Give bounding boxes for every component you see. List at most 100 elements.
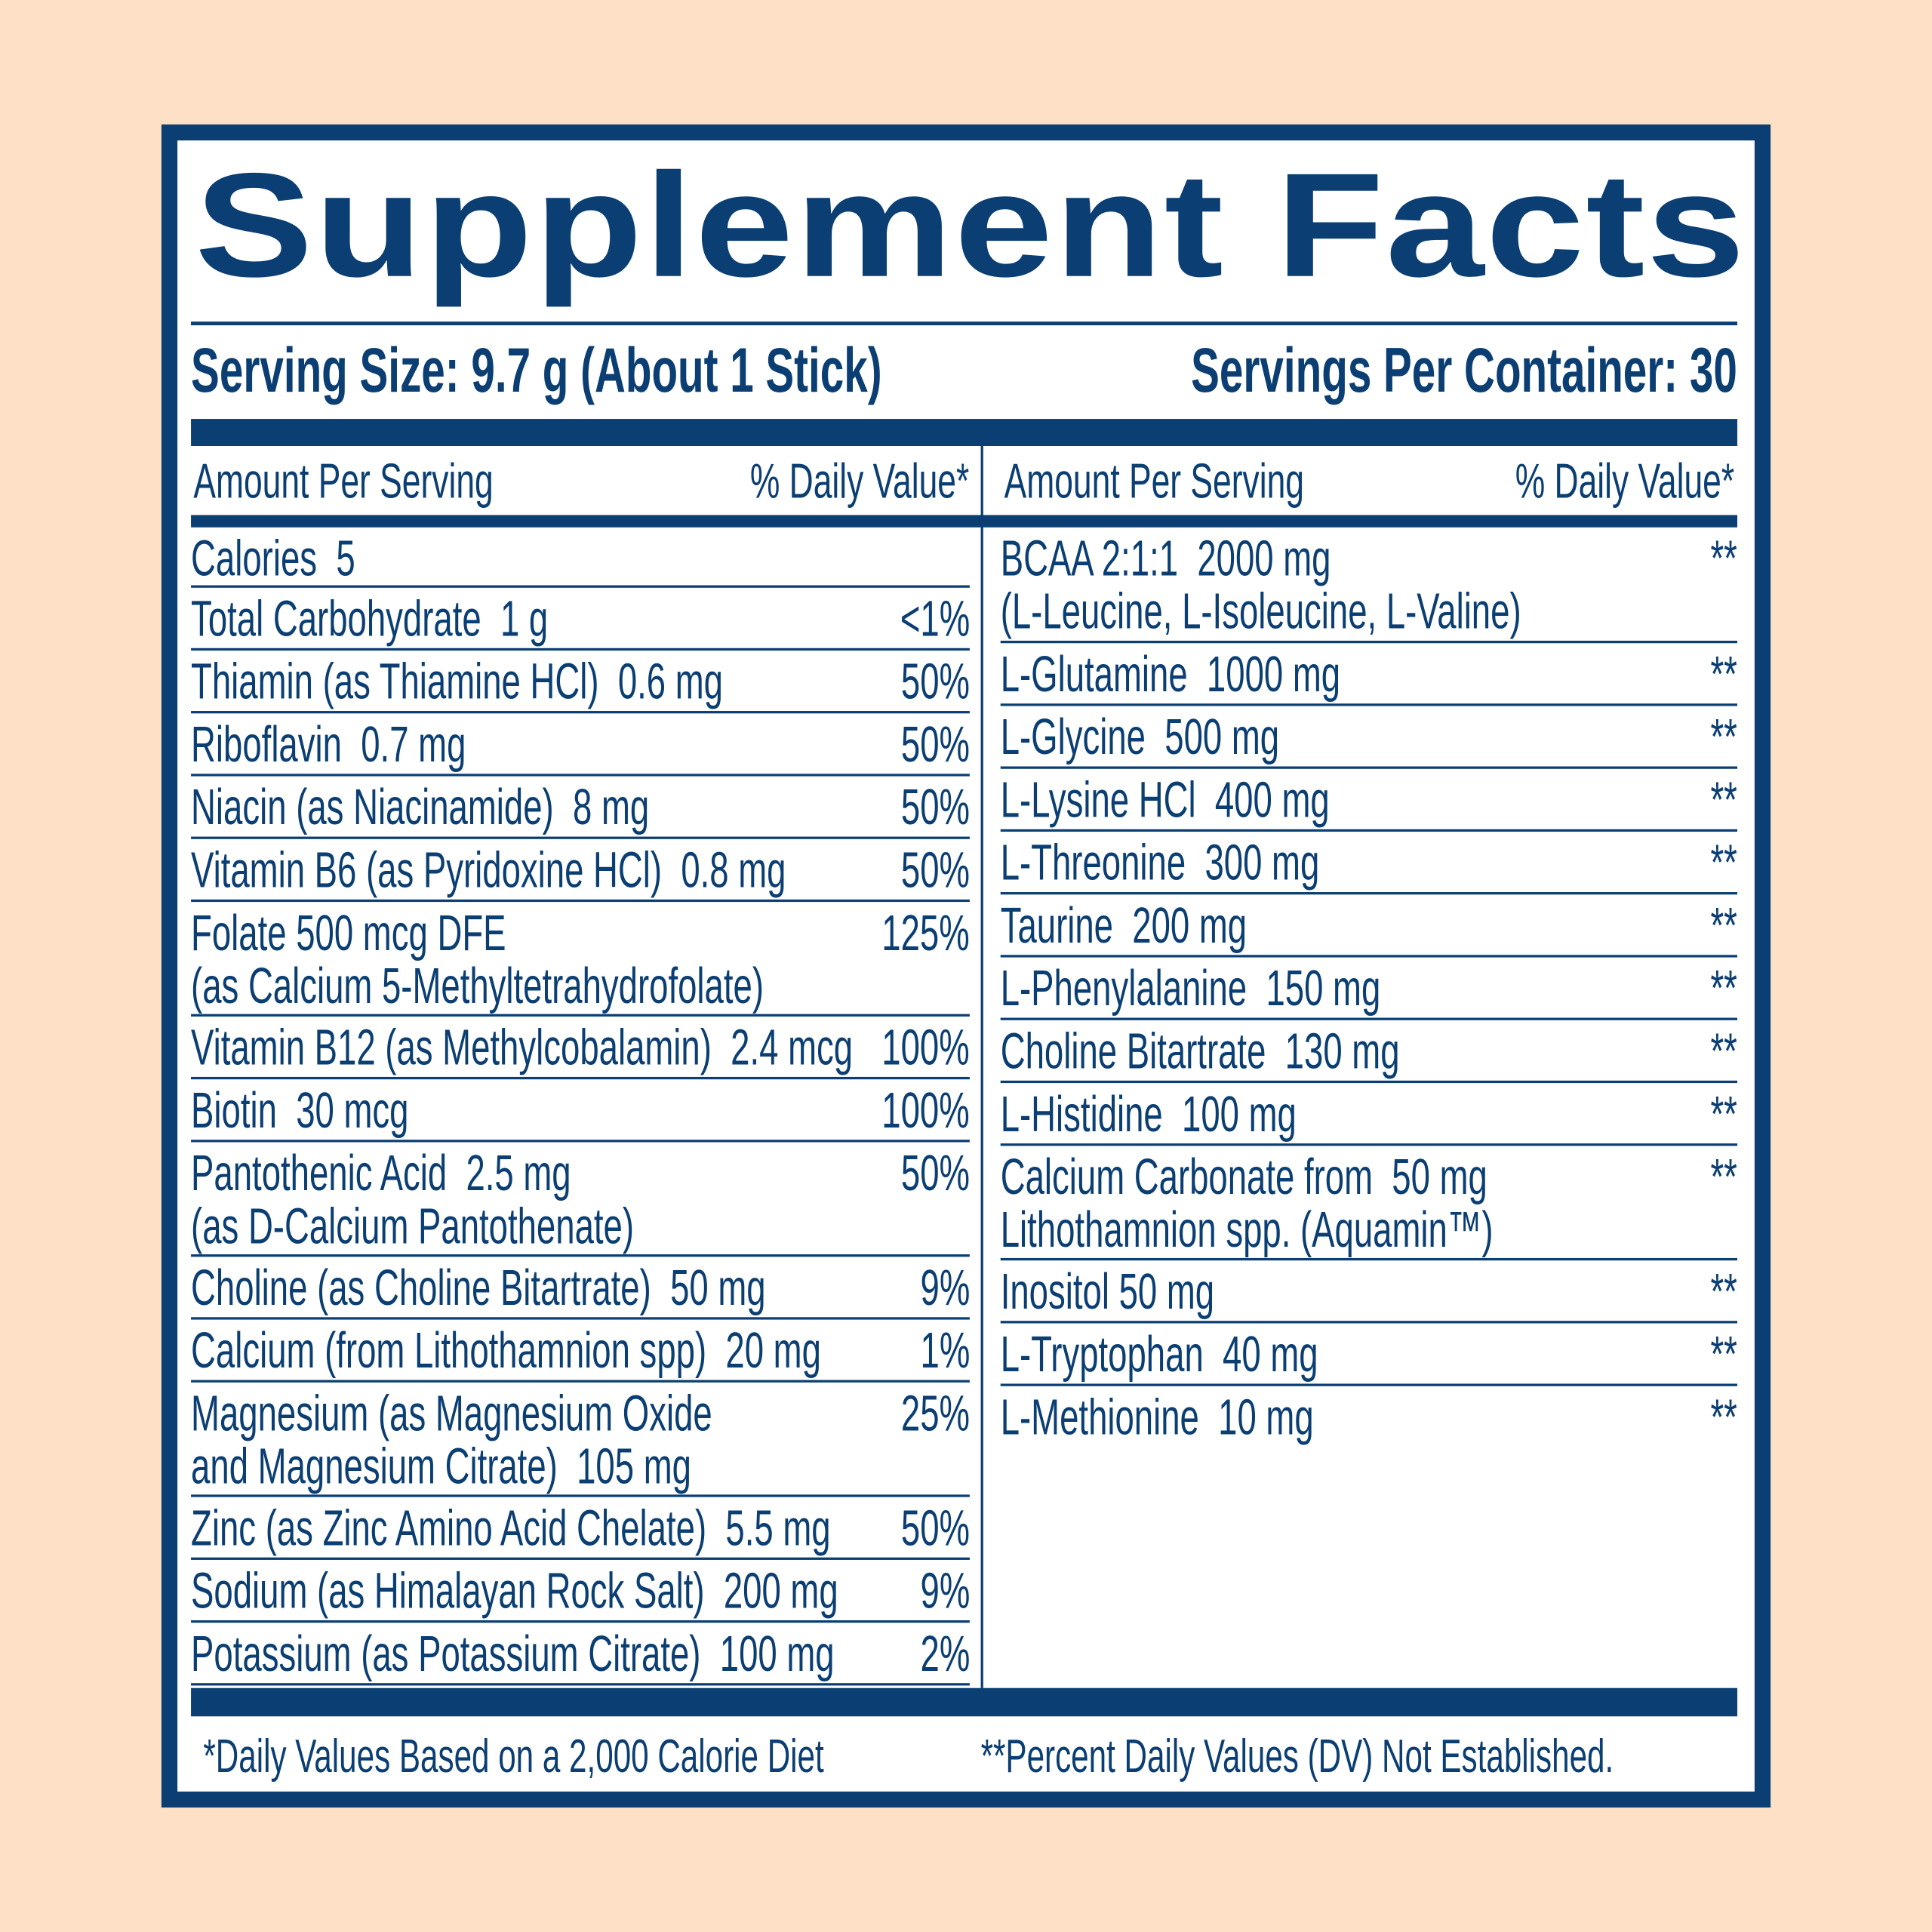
- nutrient-name-line: L-Phenylalanine 150 mg: [1000, 959, 1737, 1017]
- right-header-amount: Amount Per Serving: [1004, 454, 1445, 509]
- nutrient-text: Choline Bitartrate 130 mg: [1000, 1023, 1400, 1080]
- nutrient-row: Total Carbohydrate 1 g <1%: [191, 588, 970, 651]
- nutrient-text: Calcium Carbonate from 50 mg: [1000, 1148, 1487, 1205]
- daily-value: 25%: [869, 1387, 970, 1440]
- daily-value-text: **: [1710, 959, 1738, 1017]
- nutrient-row: Vitamin B6 (as Pyridoxine HCl) 0.8 mg 50%: [191, 839, 970, 903]
- right-header-dv: % Daily Value*: [1413, 454, 1734, 509]
- daily-value: 100%: [841, 1021, 969, 1074]
- nutrient-text: (as Calcium 5-Methyltetrahydrofolate): [191, 957, 764, 1014]
- title-divider: [191, 321, 1738, 326]
- footnote-left-text: *Daily Values Based on a 2,000 Calorie D…: [203, 1730, 824, 1783]
- daily-value-text: **: [1710, 834, 1738, 891]
- left-header-dv: % Daily Value*: [648, 454, 970, 509]
- nutrient-row: Niacin (as Niacinamide) 8 mg 50%: [191, 777, 970, 839]
- daily-value-text: 50%: [900, 653, 970, 710]
- daily-value-text: **: [1710, 530, 1738, 587]
- nutrient-name-line: L-Tryptophan 40 mg: [1001, 1327, 1737, 1381]
- left-header-amount: Amount Per Serving: [193, 454, 634, 509]
- page-title: Supplement Facts: [194, 143, 1747, 309]
- footnote-daily-values: *Daily Values Based on a 2,000 Calorie D…: [203, 1730, 1115, 1784]
- nutrient-row: L-Phenylalanine 150 mg **: [1000, 958, 1738, 1020]
- nutrient-name-line: L-Histidine 100 mg: [1001, 1088, 1737, 1141]
- thick-divider-bottom: [191, 1687, 1738, 1717]
- nutrient-text: L-Threonine 300 mg: [1000, 834, 1320, 891]
- nutrient-name-line: Calcium Carbonate from 50 mg: [1000, 1148, 1737, 1205]
- nutrient-text: Vitamin B6 (as Pyridoxine HCl) 0.8 mg: [191, 841, 786, 899]
- nutrient-text: L-Lysine HCl 400 mg: [1000, 771, 1330, 829]
- nutrient-row: L-Tryptophan 40 mg **: [1000, 1323, 1738, 1386]
- serving-size-text: Serving Size: 9.7 g (About 1 Stick): [191, 335, 882, 406]
- nutrient-row: BCAA 2:1:1 2000 mg (L-Leucine, L-Isoleuci…: [1000, 528, 1738, 644]
- daily-value-text: 50%: [900, 841, 970, 899]
- nutrient-name-line: Biotin 30 mcg: [191, 1084, 970, 1137]
- daily-value-text: 50%: [900, 778, 970, 835]
- nutrient-name-line: (as Calcium 5-Methyltetrahydrofolate): [191, 957, 970, 1014]
- nutrient-text: Niacin (as Niacinamide) 8 mg: [191, 778, 650, 835]
- daily-value: **: [1698, 1390, 1737, 1444]
- daily-value-text: 25%: [900, 1385, 970, 1442]
- nutrient-row: L-Threonine 300 mg **: [1000, 832, 1738, 895]
- nutrient-name-line: Pantothenic Acid 2.5 mg: [191, 1146, 970, 1200]
- daily-value-text: **: [1710, 1325, 1738, 1383]
- nutrient-name-line: Niacin (as Niacinamide) 8 mg: [191, 778, 970, 835]
- nutrient-name-line: Total Carbohydrate 1 g: [191, 592, 970, 645]
- nutrient-text: Vitamin B12 (as Methylcobalamin) 2.4 mcg: [191, 1019, 854, 1076]
- nutrient-row: L-Glycine 500 mg **: [1000, 706, 1738, 769]
- daily-value: **: [1698, 834, 1738, 891]
- daily-value-text: **: [1710, 645, 1738, 703]
- nutrient-name-line: Taurine 200 mg: [1000, 897, 1737, 954]
- nutrient-text: Calories 5: [191, 530, 355, 587]
- servings-per-container: Servings Per Container: 30: [934, 339, 1737, 402]
- nutrient-text: L-Methionine 10 mg: [1000, 1388, 1314, 1446]
- nutrient-text: and Magnesium Citrate) 105 mg: [191, 1438, 691, 1495]
- daily-value-text: 50%: [900, 715, 970, 773]
- nutrient-text: Magnesium (as Magnesium Oxide: [191, 1385, 712, 1442]
- nutrient-name-line: Inositol 50 mg: [1000, 1263, 1737, 1320]
- daily-value: **: [1698, 1025, 1737, 1078]
- nutrient-text: Inositol 50 mg: [1000, 1263, 1215, 1320]
- daily-value-text: 2%: [920, 1625, 970, 1682]
- nutrient-text: L-Phenylalanine 150 mg: [1000, 959, 1381, 1017]
- nutrient-row: L-Glutamine 1000 mg **: [1000, 643, 1738, 706]
- nutrient-row: Inositol 50 mg **: [1000, 1260, 1738, 1324]
- thick-divider-top: [191, 419, 1738, 447]
- nutrient-text: Lithothamnion spp. (Aquamin™): [1000, 1201, 1494, 1258]
- nutrient-row: L-Methionine 10 mg **: [1001, 1386, 1737, 1449]
- header-dv-text: % Daily Value*: [750, 454, 970, 509]
- nutrient-row: Vitamin B12 (as Methylcobalamin) 2.4 mcg…: [191, 1017, 970, 1080]
- nutrient-text: Taurine 200 mg: [1000, 897, 1247, 954]
- daily-value: **: [1698, 1325, 1738, 1383]
- nutrient-row: Magnesium (as Magnesium Oxide and Magnesi…: [191, 1383, 970, 1497]
- daily-value-text: **: [1710, 708, 1738, 765]
- daily-value: 9%: [897, 1259, 970, 1316]
- daily-value: 50%: [869, 653, 970, 710]
- daily-value: **: [1698, 1150, 1737, 1204]
- nutrient-text: Biotin 30 mcg: [191, 1081, 409, 1139]
- footnote-right-text: **Percent Daily Values (DV) Not Establis…: [980, 1730, 1614, 1783]
- nutrient-row: Sodium (as Himalayan Rock Salt) 200 mg 9%: [191, 1560, 970, 1623]
- daily-value: 50%: [869, 1499, 970, 1557]
- nutrient-text: Sodium (as Himalayan Rock Salt) 200 mg: [191, 1562, 838, 1620]
- nutrient-name-line: and Magnesium Citrate) 105 mg: [191, 1438, 970, 1495]
- daily-value-text: 50%: [900, 1499, 970, 1557]
- daily-value: **: [1698, 773, 1737, 826]
- daily-value-text: **: [1710, 1023, 1738, 1080]
- daily-value-text: 1%: [920, 1321, 970, 1379]
- nutrient-name-line: (L-Leucine, L-Isoleucine, L-Valine): [1001, 585, 1737, 638]
- nutrient-name-line: L-Glutamine 1000 mg: [1001, 648, 1737, 701]
- daily-value-text: 9%: [920, 1259, 970, 1316]
- nutrient-text: Folate 500 mcg DFE: [191, 904, 506, 961]
- header-amount-text: Amount Per Serving: [1004, 454, 1305, 509]
- daily-value: **: [1698, 1088, 1737, 1141]
- nutrient-name-line: L-Glycine 500 mg: [1001, 710, 1737, 764]
- nutrient-row: Taurine 200 mg **: [1000, 894, 1738, 958]
- serving-size: Serving Size: 9.7 g (About 1 Stick): [191, 335, 1207, 406]
- nutrient-name-line: L-Threonine 300 mg: [1000, 834, 1737, 891]
- nutrient-text: Zinc (as Zinc Amino Acid Chelate) 5.5 mg: [191, 1499, 831, 1557]
- daily-value: 100%: [841, 1084, 969, 1137]
- nutrient-name-line: Vitamin B12 (as Methylcobalamin) 2.4 mcg: [191, 1021, 970, 1074]
- nutrient-text: Total Carbohydrate 1 g: [191, 590, 549, 648]
- nutrient-row: Thiamin (as Thiamine HCl) 0.6 mg 50%: [191, 651, 970, 714]
- nutrient-name-line: Lithothamnion spp. (Aquamin™): [1000, 1201, 1737, 1258]
